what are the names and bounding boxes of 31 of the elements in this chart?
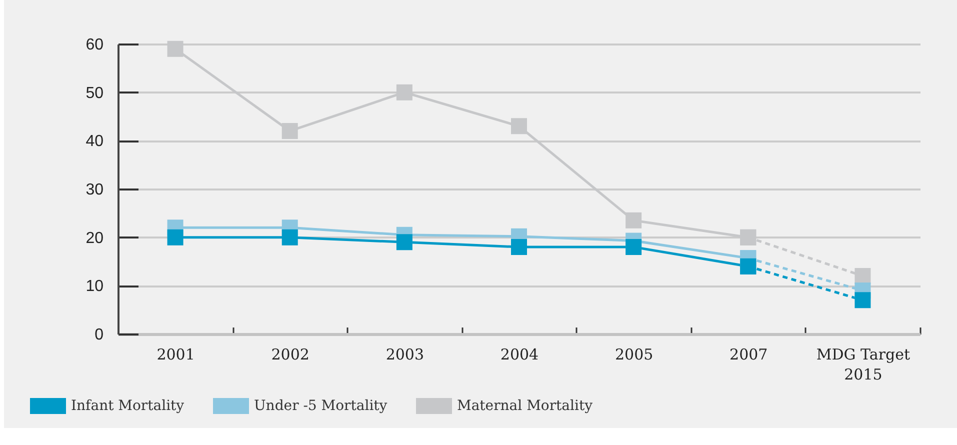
point	[282, 229, 298, 246]
point	[511, 239, 527, 255]
point	[167, 229, 184, 246]
point	[511, 118, 527, 134]
x-tick-label: 2002	[271, 346, 310, 364]
x-tick-label: 2007	[730, 346, 768, 364]
x-tick-label: 2003	[386, 346, 424, 364]
x-tick-label: 2001	[156, 346, 195, 364]
x-tick-label: 2005	[614, 346, 654, 364]
point	[626, 212, 642, 228]
point	[854, 268, 871, 284]
y-tick-label: 40	[86, 133, 104, 150]
legend-label: Infant Mortality	[71, 398, 184, 414]
point	[167, 40, 184, 57]
y-tick-label: 60	[86, 36, 104, 54]
point	[282, 123, 298, 139]
y-tick-label: 10	[86, 278, 104, 296]
y-tick-label: 0	[94, 326, 104, 344]
point	[740, 258, 756, 274]
point	[854, 292, 871, 308]
point	[626, 239, 642, 255]
point	[396, 234, 412, 250]
legend-label: Maternal Mortality	[457, 398, 593, 414]
y-tick-label: 20	[86, 230, 104, 247]
y-tick-label: 50	[86, 84, 104, 102]
point	[396, 84, 412, 100]
x-tick-label: MDG Target 2015	[816, 346, 910, 384]
x-tick-label: 2004	[500, 346, 539, 364]
y-tick-label: 30	[86, 182, 104, 198]
point	[740, 229, 756, 246]
legend-label: Under -5 Mortality	[254, 398, 388, 414]
